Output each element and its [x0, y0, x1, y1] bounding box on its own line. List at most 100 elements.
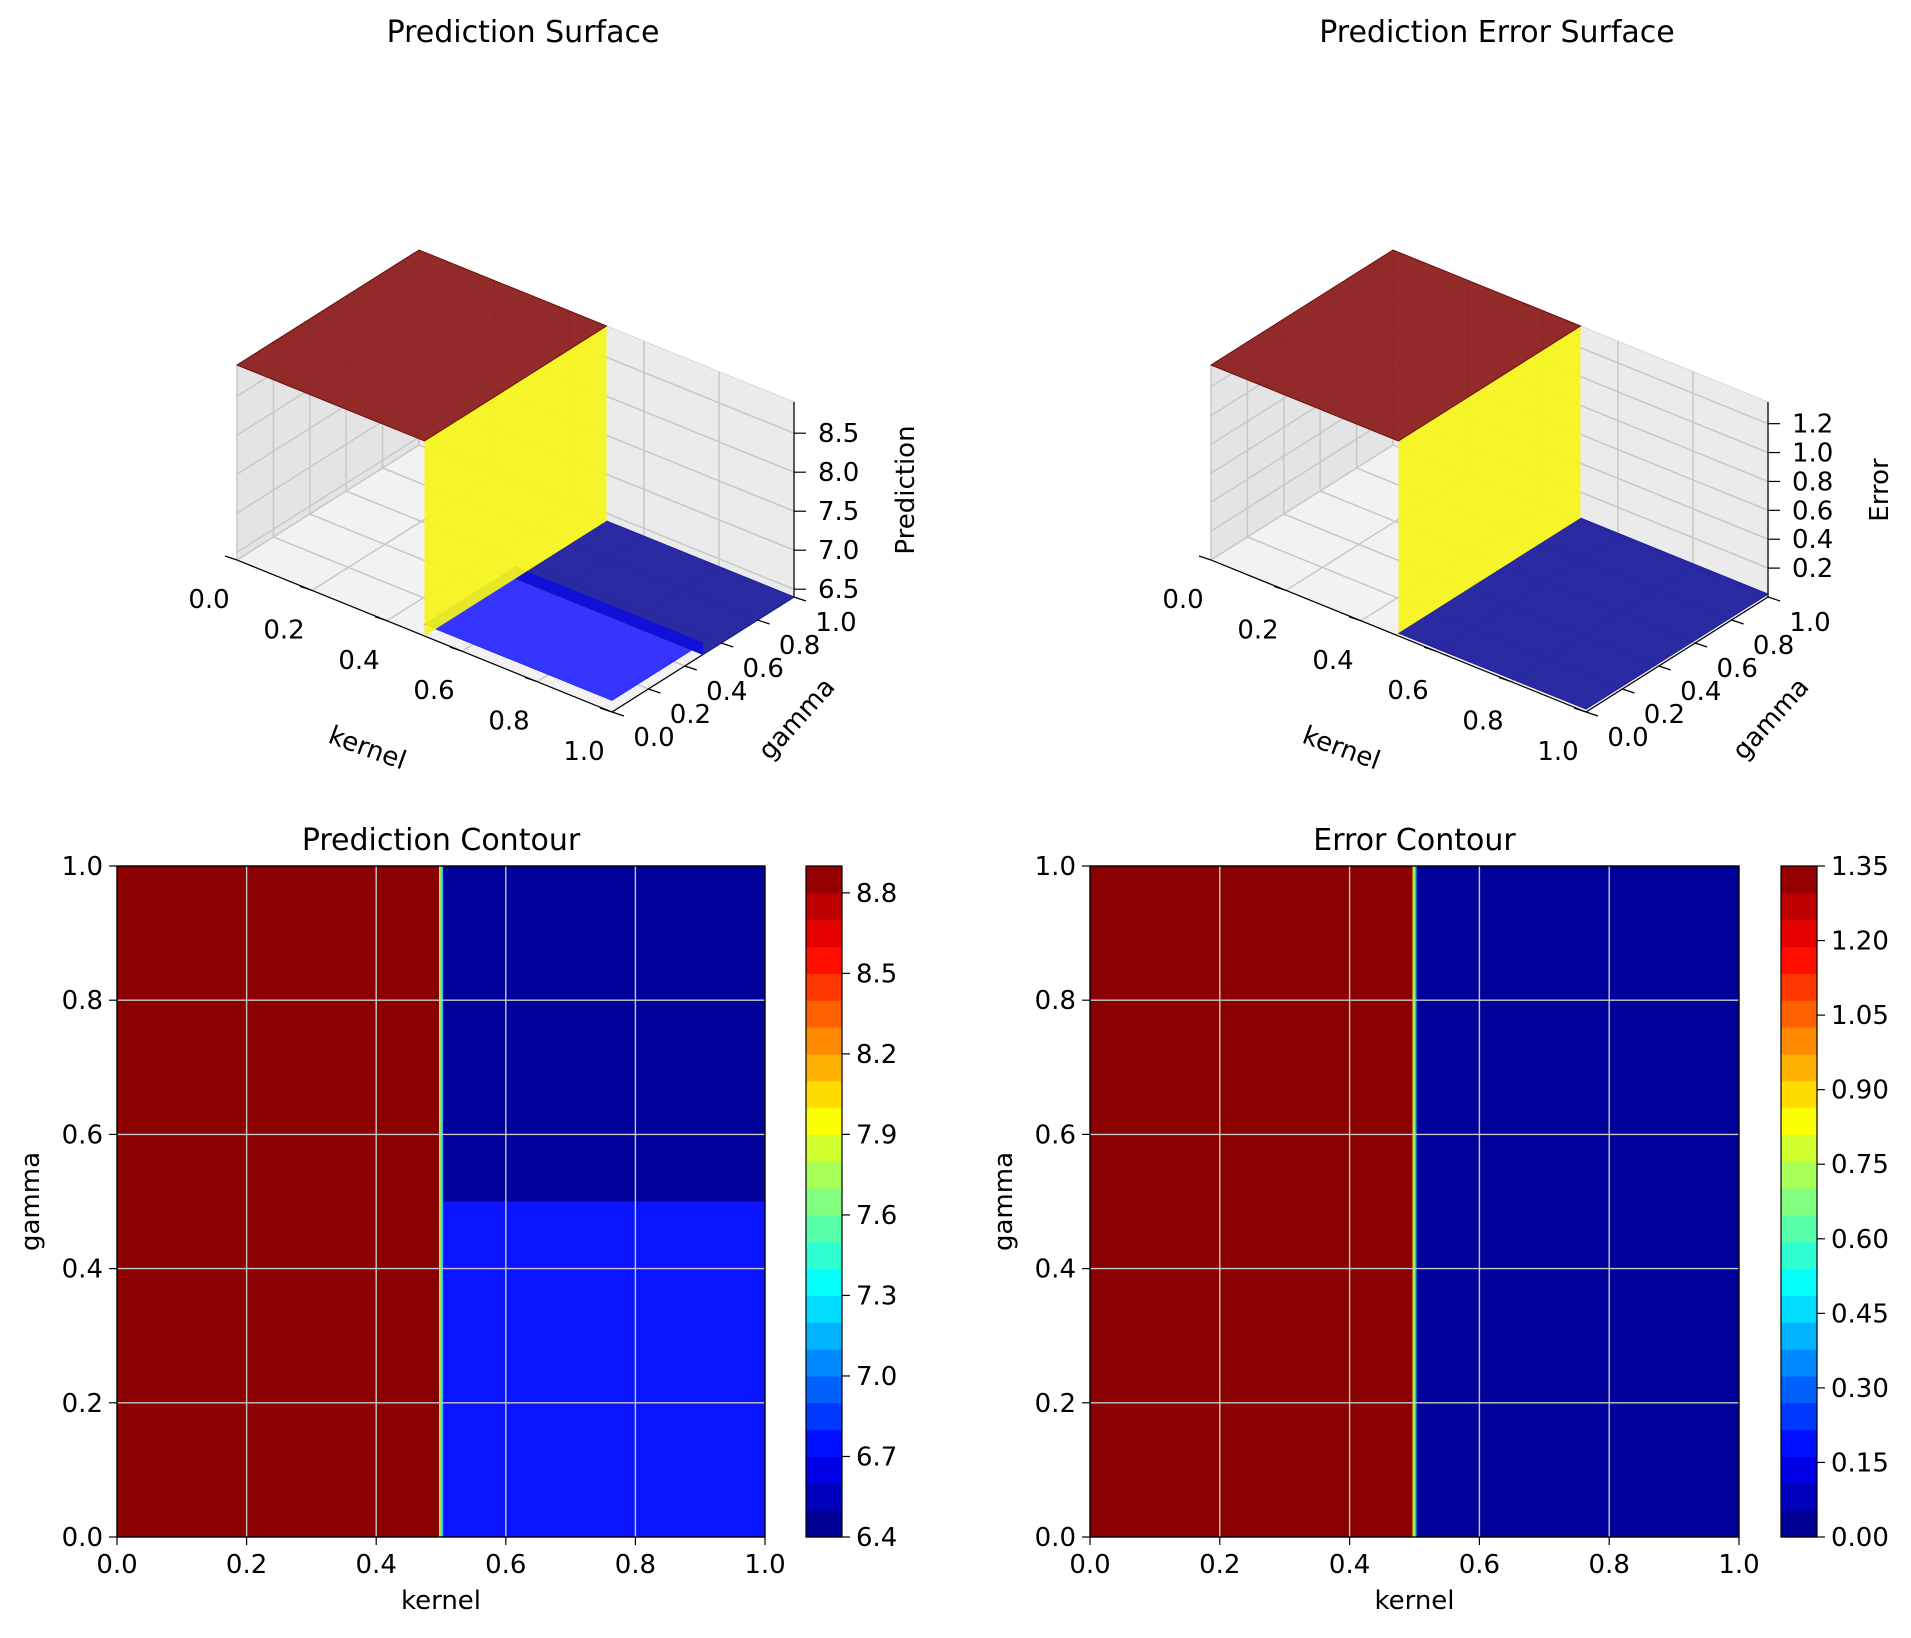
- surface-high: [235, 249, 608, 442]
- contour-panel-3: 0.0 0.2 0.4 0.6 0.8 1.0 0.0 0.2 0.4 0.6 0.8 1.0 kern…: [16, 823, 897, 1616]
- contour-transition: [441, 866, 443, 1537]
- kernel-tick-label: 0.0: [188, 585, 229, 615]
- kernel-tick-label: 1.0: [563, 737, 604, 767]
- gamma-tick-label: 0.4: [1680, 677, 1721, 707]
- y-tick-label: 1.0: [62, 852, 103, 882]
- gamma-tick: [757, 619, 770, 625]
- gamma-tick-label: 0.4: [706, 677, 747, 707]
- surface-step-wall: [1398, 326, 1581, 634]
- gamma-tick-label: 0.2: [670, 700, 711, 730]
- kernel-tick-label: 0.6: [413, 676, 454, 706]
- gamma-tick: [1731, 619, 1744, 625]
- z-tick-label: 0.6: [1792, 496, 1833, 526]
- gamma-tick: [1695, 642, 1708, 648]
- contour-region-1: [1090, 866, 1415, 1537]
- panel-title: Error Contour: [1313, 823, 1516, 858]
- colorbar-tick-label: 0.30: [1831, 1374, 1889, 1404]
- colorbar-band: [806, 1402, 842, 1431]
- x-tick-label: 0.0: [96, 1550, 137, 1580]
- x-tick-label: 1.0: [744, 1550, 785, 1580]
- gamma-tick-label: 0.6: [743, 654, 784, 684]
- kernel-tick-label: 1.0: [1537, 737, 1578, 767]
- kernel-tick: [449, 646, 463, 652]
- gamma-tick-label: 0.2: [1644, 700, 1685, 730]
- gamma-tick: [1658, 665, 1671, 671]
- x-tick-label: 0.2: [226, 1550, 267, 1580]
- colorbar-frame: [805, 865, 843, 1538]
- y-tick-label: 0.8: [1035, 986, 1076, 1016]
- y-axis-label: gamma: [989, 1152, 1019, 1251]
- colorbar-band: [1781, 946, 1817, 974]
- kernel-tick: [374, 616, 388, 622]
- contour-region-1: [117, 866, 441, 1537]
- colorbar-tick-label: 8.2: [856, 1040, 897, 1070]
- colorbar-band: [806, 1510, 842, 1538]
- colorbar-tick-label: 1.20: [1831, 927, 1889, 957]
- colorbar-band: [806, 973, 842, 1001]
- z-tick-label: 8.0: [818, 458, 859, 488]
- gamma-tick-label: 0.6: [1717, 654, 1758, 684]
- contour-region-2: [1414, 866, 1739, 1537]
- colorbar-band: [806, 1134, 842, 1162]
- x-tick-label: 0.6: [485, 1550, 526, 1580]
- colorbar-band: [806, 1349, 842, 1377]
- gamma-tick-label: 0.8: [779, 631, 820, 661]
- colorbar-band: [806, 1241, 842, 1270]
- gamma-tick-label: 1.0: [815, 608, 856, 638]
- colorbar-tick-label: 0.45: [1831, 1299, 1889, 1329]
- colorbar-band: [806, 1322, 842, 1350]
- z-tick-label: 1.2: [1792, 410, 1833, 440]
- colorbar-tick-label: 6.7: [856, 1442, 897, 1472]
- gamma-tick: [648, 688, 661, 694]
- plot-frame: [116, 865, 766, 1538]
- kernel-tick: [1348, 616, 1362, 622]
- colorbar-tick-label: 1.35: [1831, 852, 1889, 882]
- colorbar-band: [806, 919, 842, 948]
- x-tick-label: 1.0: [1718, 1550, 1759, 1580]
- colorbar-band: [1781, 1027, 1817, 1055]
- colorbar-band: [806, 1375, 842, 1404]
- colorbar-band: [1781, 1456, 1817, 1484]
- gamma-tick: [1622, 688, 1635, 694]
- y-tick-label: 0.4: [62, 1255, 103, 1285]
- kernel-tick: [1573, 707, 1587, 713]
- colorbar-band: [806, 946, 842, 974]
- x-tick-label: 0.4: [356, 1550, 397, 1580]
- colorbar-band: [1781, 1000, 1817, 1028]
- colorbar-band: [806, 1080, 842, 1109]
- gamma-tick-label: 0.8: [1753, 631, 1794, 661]
- y-tick-label: 0.6: [62, 1120, 103, 1150]
- kernel-tick-label: 0.4: [1312, 646, 1353, 676]
- colorbar-band: [806, 1268, 842, 1297]
- z-axis-label: Error: [1865, 458, 1895, 522]
- colorbar-tick-label: 7.6: [856, 1201, 897, 1231]
- colorbar-tick-label: 7.0: [856, 1362, 897, 1392]
- z-tick-label: 7.5: [818, 497, 859, 527]
- colorbar-band: [1781, 1080, 1817, 1109]
- colorbar-band: [1781, 1053, 1817, 1082]
- z-tick-label: 8.5: [818, 419, 859, 449]
- kernel-tick: [224, 555, 238, 561]
- plot-frame: [1089, 865, 1740, 1538]
- x-tick-label: 0.2: [1199, 1550, 1240, 1580]
- contour-transition: [1413, 866, 1416, 1537]
- y-tick-label: 1.0: [1035, 852, 1076, 882]
- colorbar-band: [1781, 1188, 1817, 1216]
- colorbar-band: [806, 1214, 842, 1243]
- kernel-tick: [299, 585, 313, 591]
- kernel-tick: [1198, 555, 1212, 561]
- colorbar-band: [806, 1053, 842, 1082]
- colorbar-band: [1781, 892, 1817, 921]
- contour-transition: [1412, 866, 1414, 1537]
- colorbar-band: [1781, 1134, 1817, 1162]
- kernel-tick-label: 0.0: [1162, 585, 1203, 615]
- kernel-tick: [524, 677, 538, 683]
- contour-transition: [440, 866, 442, 1537]
- colorbar-tick-label: 8.8: [856, 879, 897, 909]
- kernel-axis-label: kernel: [324, 721, 409, 777]
- colorbar-tick-label: 1.05: [1831, 1001, 1889, 1031]
- gamma-axis-label: gamma: [753, 672, 842, 766]
- gamma-axis-line: [1585, 596, 1769, 713]
- gamma-tick-label: 0.0: [633, 723, 674, 753]
